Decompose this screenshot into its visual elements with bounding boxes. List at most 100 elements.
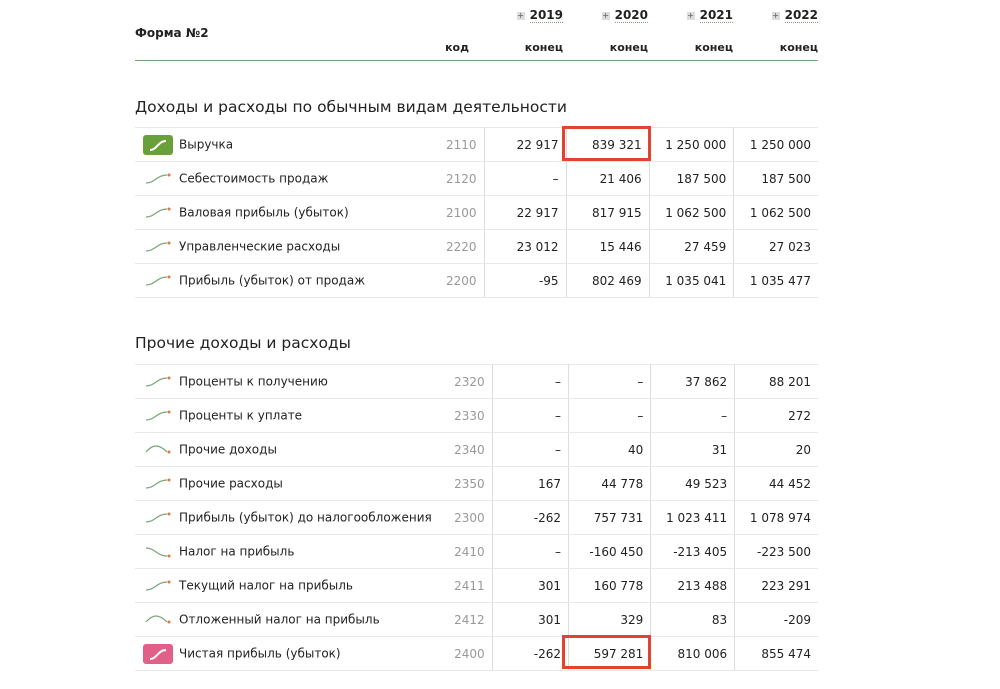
table-row: Проценты к получению 2320– –37 862 88 201 <box>135 364 818 399</box>
section-table: Проценты к получению 2320– –37 862 88 201 Пр… <box>135 364 818 671</box>
value-cell: 1 023 411 <box>650 500 736 535</box>
year-toggle-0[interactable]: +2019 <box>516 8 563 23</box>
trend-chart-icon[interactable] <box>143 134 173 155</box>
value-cell: – <box>492 432 570 467</box>
period-label: конец <box>524 41 563 54</box>
table-row: Управленческие расходы 2220 23 012 15 446 27… <box>135 229 818 264</box>
value-cell: 1 062 500 <box>733 195 818 230</box>
year-toggle-2[interactable]: +2021 <box>686 8 733 23</box>
section-table: Выручка 2110 22 917 839 321 1 250 000 1 250 0… <box>135 127 818 298</box>
expand-plus-icon[interactable]: + <box>516 11 525 20</box>
value-cell: 757 731 <box>568 500 652 535</box>
row-label: Отложенный налог на прибыль <box>179 612 380 626</box>
value-cell: 1 078 974 <box>734 500 818 535</box>
expand-plus-icon[interactable]: + <box>771 11 780 20</box>
table-row: Выручка 2110 22 917 839 321 1 250 000 1 250 0… <box>135 127 818 162</box>
row-label: Прибыль (убыток) от продаж <box>179 273 366 287</box>
table-row: Текущий налог на прибыль 2411 301 160 778 21… <box>135 568 818 603</box>
code-column-header: код <box>445 41 469 54</box>
value-cell: -223 500 <box>734 534 818 569</box>
period-label: конец <box>779 41 818 54</box>
row-code: 2220 <box>430 229 485 264</box>
row-code: 2300 <box>439 500 493 535</box>
row-label: Налог на прибыль <box>179 544 295 558</box>
value-cell: 167 <box>492 466 570 501</box>
table-header: Форма №2 код +2019 конец +2020 конец +2021… <box>135 0 818 61</box>
value-cell: 213 488 <box>650 568 736 603</box>
value-cell: – <box>568 364 652 399</box>
value-cell: -95 <box>484 263 567 298</box>
highlight-revenue-2020 <box>562 126 651 161</box>
value-cell: -160 450 <box>568 534 652 569</box>
value-cell: 31 <box>650 432 736 467</box>
row-label: Проценты к уплате <box>179 408 303 422</box>
value-cell: 27 459 <box>649 229 735 264</box>
table-row: Отложенный налог на прибыль 2412 301 329 83-… <box>135 602 818 637</box>
row-label: Выручка <box>179 137 234 151</box>
row-label: Проценты к получению <box>179 374 328 388</box>
sparkline-icon[interactable] <box>143 610 173 630</box>
sparkline-icon[interactable] <box>143 169 173 189</box>
row-code: 2411 <box>439 568 493 603</box>
value-cell: 1 062 500 <box>649 195 735 230</box>
value-cell: 21 406 <box>566 161 650 196</box>
sparkline-icon[interactable] <box>143 474 173 494</box>
value-cell: 1 250 000 <box>733 127 818 162</box>
row-label: Чистая прибыль (убыток) <box>179 646 341 660</box>
value-cell: 22 917 <box>484 195 567 230</box>
value-cell: 839 321 <box>566 127 650 162</box>
value-cell: – <box>492 534 570 569</box>
value-cell: 1 035 477 <box>733 263 818 298</box>
value-cell: 301 <box>492 602 570 637</box>
row-label: Прочие расходы <box>179 476 283 490</box>
sparkline-icon[interactable] <box>143 203 173 223</box>
row-label: Себестоимость продаж <box>179 171 329 185</box>
sparkline-icon[interactable] <box>143 271 173 291</box>
value-cell: 49 523 <box>650 466 736 501</box>
row-code: 2350 <box>439 466 493 501</box>
value-cell: 40 <box>568 432 652 467</box>
year-toggle-3[interactable]: +2022 <box>771 8 818 23</box>
value-cell: 160 778 <box>568 568 652 603</box>
row-code: 2330 <box>439 398 493 433</box>
value-cell: 817 915 <box>566 195 650 230</box>
value-cell: 272 <box>734 398 818 433</box>
value-cell: 88 201 <box>734 364 818 399</box>
value-cell: 20 <box>734 432 818 467</box>
sparkline-icon[interactable] <box>143 237 173 257</box>
section-title: Доходы и расходы по обычным видам деятел… <box>135 98 567 116</box>
value-cell: 22 917 <box>484 127 567 162</box>
sparkline-icon[interactable] <box>143 406 173 426</box>
table-row: Прибыль (убыток) от продаж 2200 -95 802 469… <box>135 263 818 298</box>
value-cell: -262 <box>492 636 570 671</box>
sparkline-icon[interactable] <box>143 508 173 528</box>
row-code: 2340 <box>439 432 493 467</box>
value-cell: 187 500 <box>733 161 818 196</box>
table-row: Прибыль (убыток) до налогообложения 2300-… <box>135 500 818 535</box>
value-cell: 44 778 <box>568 466 652 501</box>
form-title: Форма №2 <box>135 26 209 40</box>
row-label: Прочие доходы <box>179 442 277 456</box>
year-toggle-1[interactable]: +2020 <box>601 8 648 23</box>
value-cell: -262 <box>492 500 570 535</box>
expand-plus-icon[interactable]: + <box>601 11 610 20</box>
value-cell: – <box>492 398 570 433</box>
table-row: Чистая прибыль (убыток) 2400 -262 597 281 81… <box>135 636 818 671</box>
value-cell: 597 281 <box>568 636 652 671</box>
period-label: конец <box>609 41 648 54</box>
expand-plus-icon[interactable]: + <box>686 11 695 20</box>
value-cell: 37 862 <box>650 364 736 399</box>
sparkline-icon[interactable] <box>143 542 173 562</box>
trend-chart-icon[interactable] <box>143 643 173 664</box>
row-label: Прибыль (убыток) до налогообложения <box>179 510 432 524</box>
value-cell: -209 <box>734 602 818 637</box>
sparkline-icon[interactable] <box>143 372 173 392</box>
value-cell: 187 500 <box>649 161 735 196</box>
value-cell: -213 405 <box>650 534 736 569</box>
sparkline-icon[interactable] <box>143 576 173 596</box>
sparkline-icon[interactable] <box>143 440 173 460</box>
value-cell: 23 012 <box>484 229 567 264</box>
row-code: 2410 <box>439 534 493 569</box>
row-code: 2100 <box>430 195 485 230</box>
value-cell: 44 452 <box>734 466 818 501</box>
